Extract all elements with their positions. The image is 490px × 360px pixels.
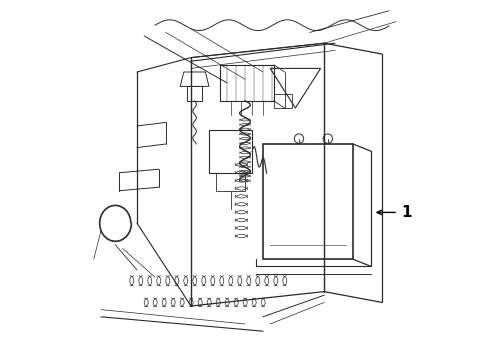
Text: 1: 1 <box>402 205 412 220</box>
